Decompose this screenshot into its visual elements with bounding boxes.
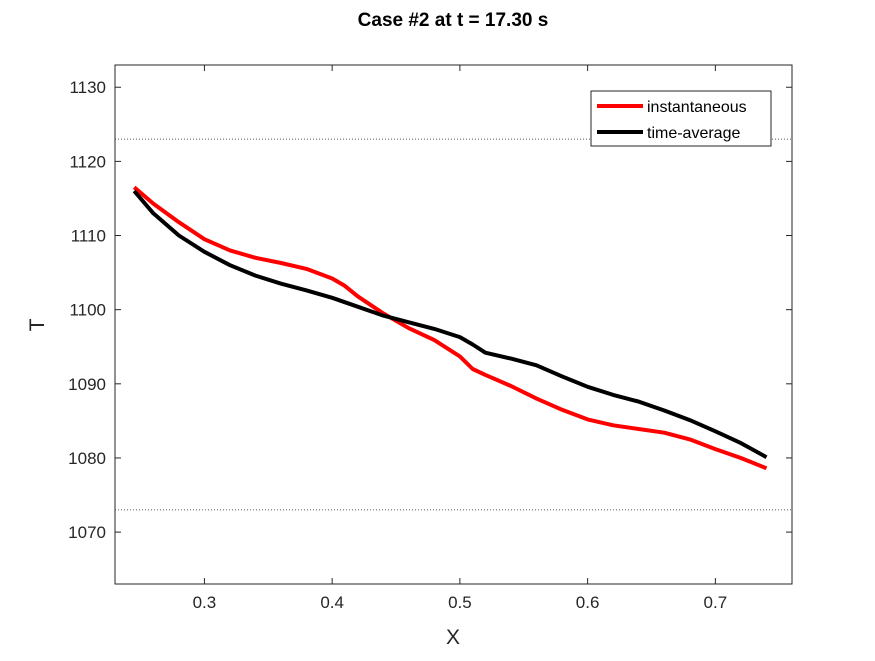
y-tick-label: 1110 xyxy=(71,227,106,246)
y-tick-label: 1100 xyxy=(69,301,106,320)
x-tick-label: 0.4 xyxy=(320,593,344,612)
y-axis-label: T xyxy=(26,318,49,331)
legend: instantaneous time-average xyxy=(590,90,772,147)
y-tick-label: 1120 xyxy=(69,152,106,171)
legend-label-instantaneous: instantaneous xyxy=(647,99,747,116)
legend-box xyxy=(590,90,772,147)
axes-box xyxy=(114,64,793,585)
y-tick-label: 1080 xyxy=(68,449,106,468)
x-axis-ticks: 0.3 0.4 0.5 0.6 0.7 xyxy=(193,65,728,612)
series-line-time-average xyxy=(132,189,768,459)
chart-title: Case #2 at t = 17.30 s xyxy=(358,10,549,31)
x-tick-label: 0.3 xyxy=(193,593,217,612)
y-axis-ticks: 1070 1080 1090 1100 1110 1120 1130 xyxy=(68,78,792,542)
y-tick-label: 1090 xyxy=(68,375,106,394)
x-tick-label: 0.7 xyxy=(704,593,728,612)
y-tick-label: 1070 xyxy=(68,523,106,542)
x-tick-label: 0.6 xyxy=(576,593,600,612)
series-line-instantaneous xyxy=(132,185,768,471)
series-layer xyxy=(132,185,768,471)
y-tick-label: 1130 xyxy=(69,78,106,97)
x-tick-label: 0.5 xyxy=(448,593,472,612)
x-axis-label: X xyxy=(446,626,460,649)
legend-label-time-average: time-average xyxy=(647,125,740,142)
